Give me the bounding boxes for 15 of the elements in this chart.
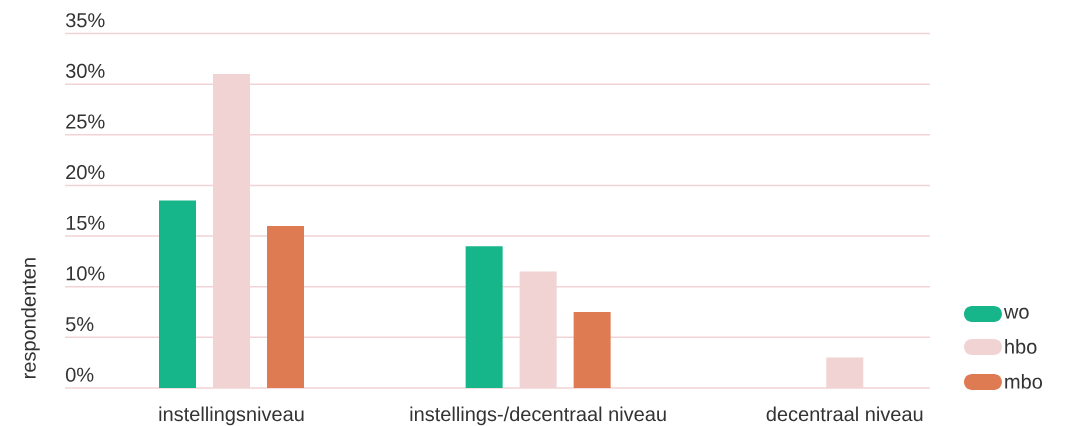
y-tick-label: 35%: [65, 13, 105, 28]
y-tick-label: 30%: [65, 63, 105, 78]
y-tick-label: 0%: [65, 367, 94, 382]
y-tick-label: 25%: [66, 114, 105, 129]
x-tick-label: instellingsniveau: [159, 406, 304, 426]
y-tick-label: 10%: [66, 266, 105, 281]
x-tick-label: decentraal niveau: [766, 406, 923, 422]
y-tick-label: 20%: [66, 165, 105, 180]
y-tick-label: 5%: [66, 317, 94, 332]
legend-label: hbo: [1005, 339, 1037, 354]
legend-label: mbo: [1005, 374, 1042, 389]
legend-label: wo: [1003, 307, 1029, 319]
y-tick-label: 15%: [66, 215, 105, 230]
x-tick-label: instellings-/decentraal niveau: [410, 406, 666, 426]
y-axis-title: respondenten: [21, 258, 40, 378]
